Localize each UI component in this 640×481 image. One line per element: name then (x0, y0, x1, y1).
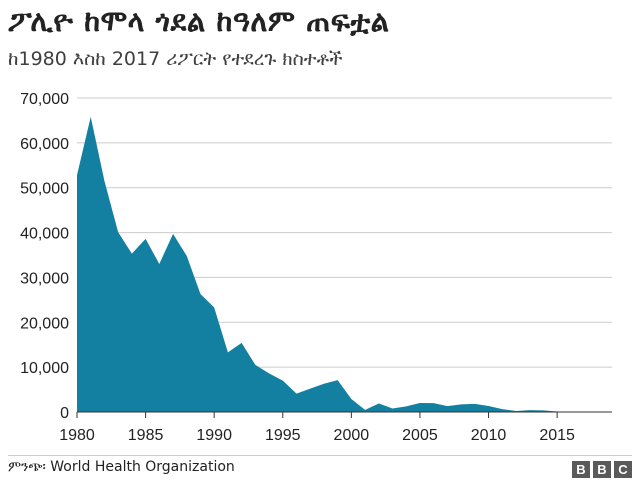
y-tick-label: 20,000 (20, 315, 69, 332)
x-tick-label: 1995 (265, 427, 301, 444)
y-tick-label: 40,000 (20, 226, 69, 243)
x-tick-label: 2005 (402, 427, 438, 444)
series-area (77, 116, 585, 412)
x-tick-label: 2010 (471, 427, 507, 444)
y-axis-tick-labels: 0 10,000 20,000 30,000 40,000 50,000 60,000 70,… (20, 91, 69, 422)
area-chart: 0 10,000 20,000 30,000 40,000 50,000 60,000 70,… (20, 91, 612, 444)
gridlines (77, 97, 612, 368)
chart-subtitle: ከ1980 እስከ 2017 ሪፖርት የተደረጉ ክስተቶች (8, 48, 343, 70)
y-tick-label: 70,000 (20, 91, 69, 108)
chart-title: ፖሊዮ ከሞላ ጎደል ከዓለም ጠፍቷል (8, 4, 390, 38)
y-tick-label: 30,000 (20, 270, 69, 287)
x-tick-label: 1990 (196, 427, 232, 444)
y-tick-label: 10,000 (20, 360, 69, 377)
y-tick-label: 0 (60, 405, 69, 422)
y-tick-label: 60,000 (20, 136, 69, 153)
x-axis-tick-labels: 1980 1985 1990 1995 2000 2005 2010 2015 (59, 427, 575, 444)
x-tick-label: 2015 (539, 427, 575, 444)
source-note: ምንጭ፡ World Health Organization (8, 459, 235, 475)
y-tick-label: 50,000 (20, 181, 69, 198)
bbc-logo: B B C (572, 461, 632, 478)
x-tick-label: 2000 (334, 427, 370, 444)
x-axis-line (76, 411, 612, 418)
footer-divider (8, 455, 632, 456)
polio-cases-area (77, 116, 585, 412)
bbc-logo-letter-b1: B (572, 461, 590, 478)
bbc-logo-letter-c: C (614, 461, 632, 478)
x-tick-label: 1980 (59, 427, 95, 444)
x-tick-label: 1985 (128, 427, 164, 444)
bbc-logo-letter-b2: B (593, 461, 611, 478)
